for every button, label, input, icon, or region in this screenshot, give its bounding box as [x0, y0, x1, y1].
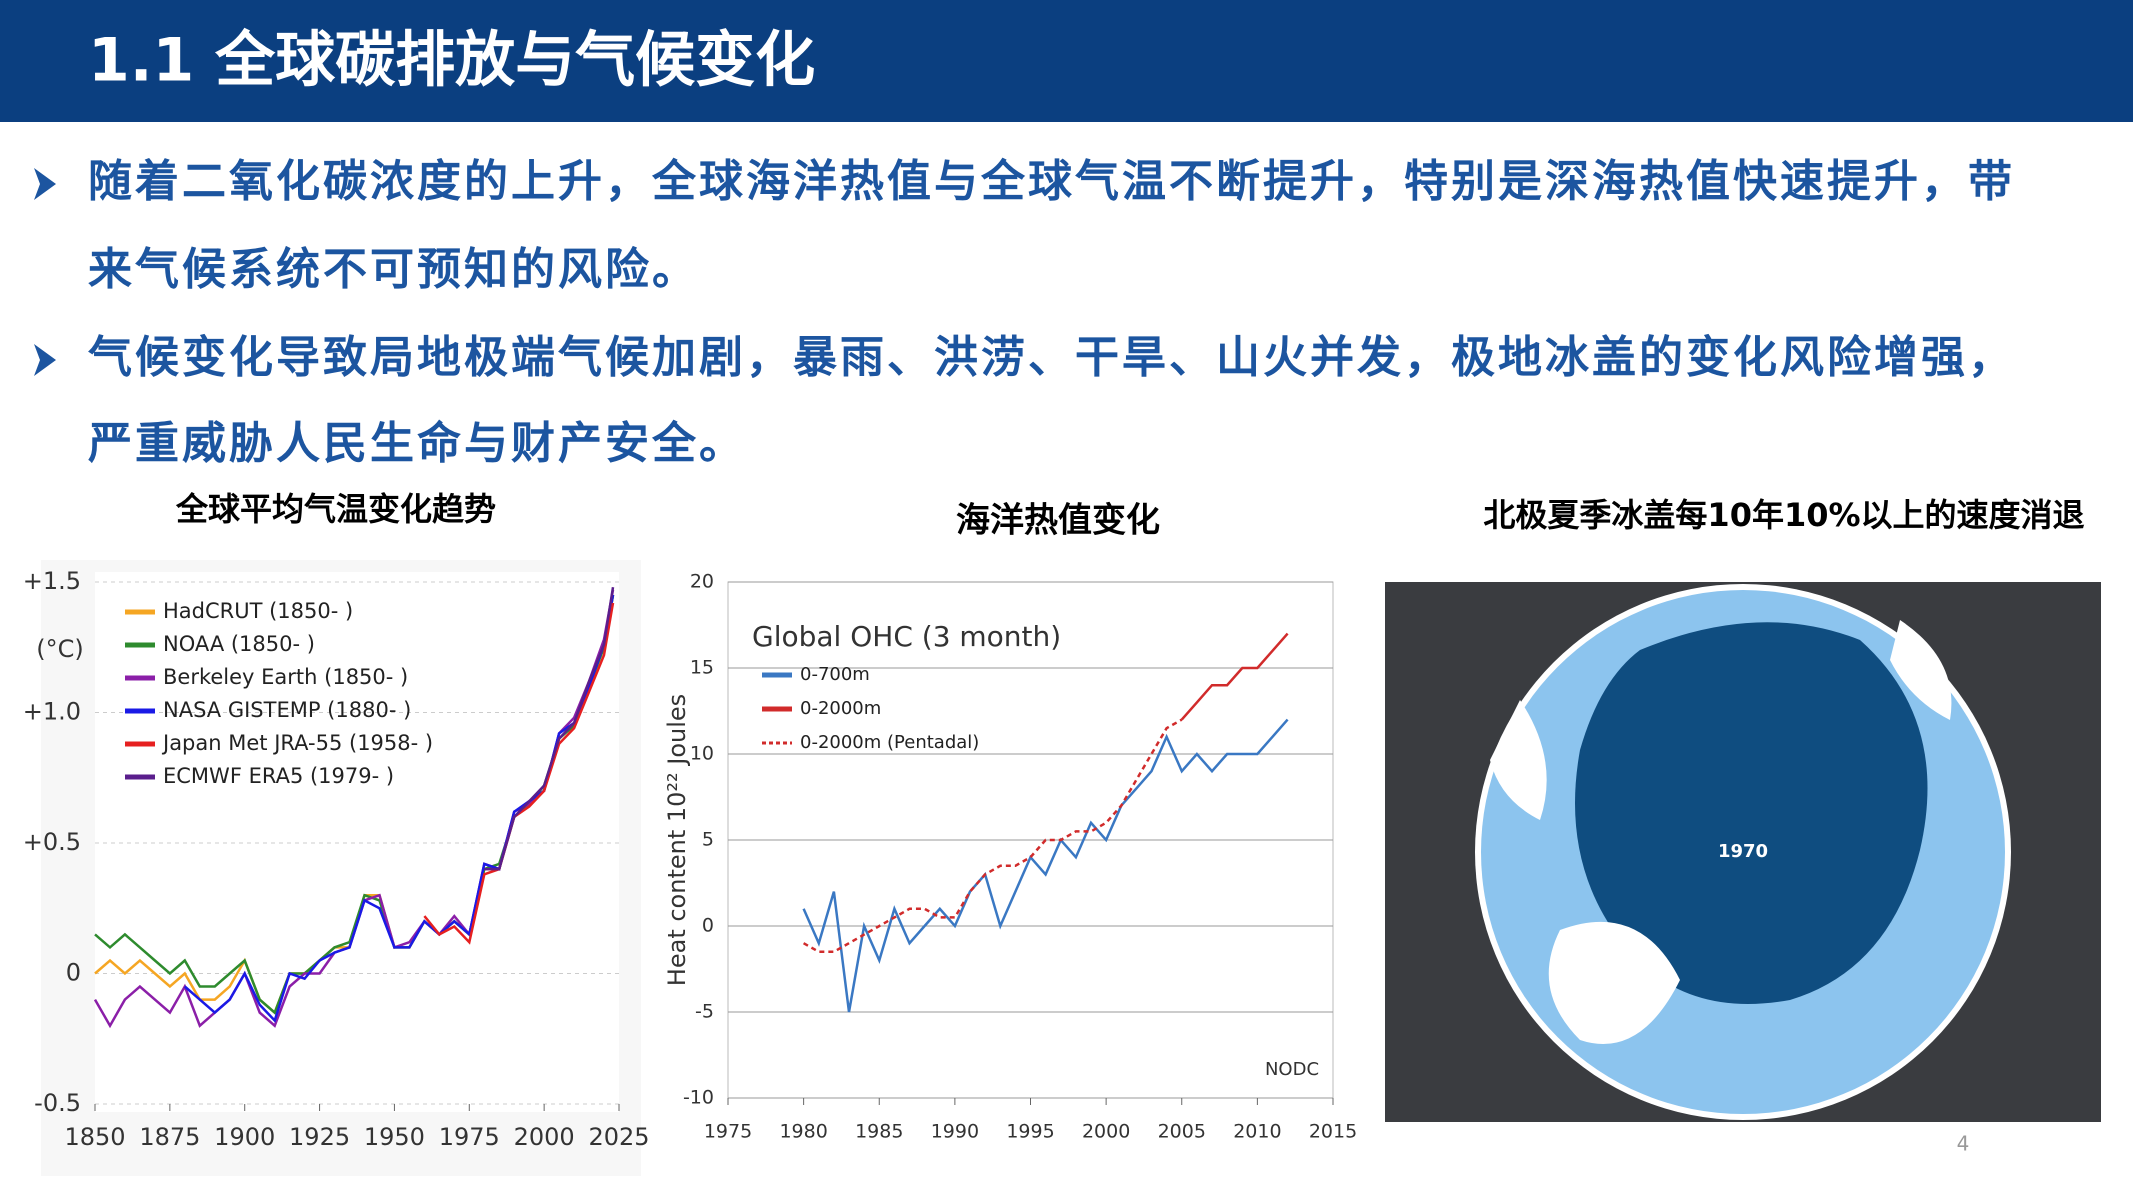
legend-label: Japan Met JRA-55 (1958- ): [161, 731, 433, 755]
legend-label: HadCRUT (1850- ): [163, 599, 353, 623]
plot-area: [95, 572, 619, 1112]
y-tick-label: +1.0: [23, 698, 81, 726]
legend-label: 0-2000m: [800, 698, 881, 719]
bullet-text: 随着二氧化碳浓度的上升，全球海洋热值与全球气温不断提升，特别是深海热值快速提升，…: [88, 156, 2015, 207]
x-tick-label: 2000: [514, 1123, 575, 1151]
map-land: [1490, 620, 1952, 1044]
y-tick-label: +1.5: [23, 567, 81, 595]
header-bar: [0, 0, 2133, 122]
y-tick-label: 0: [702, 915, 714, 937]
y-axis-label: Heat content 10²² Joules: [663, 694, 691, 986]
bullet-arrow: [34, 168, 56, 200]
series-line: [423, 602, 615, 945]
series-line: [1180, 632, 1289, 721]
x-tick-label: 1900: [214, 1123, 275, 1151]
x-tick-label: 2000: [1082, 1121, 1130, 1143]
legend-label: NOAA (1850- ): [163, 632, 315, 656]
legend-label: Berkeley Earth (1850- ): [163, 665, 408, 689]
legend-label: ECMWF ERA5 (1979- ): [163, 764, 394, 788]
note: NODC: [1265, 1059, 1319, 1080]
chart-title: 海洋热值变化: [956, 501, 1160, 541]
bullet-arrow: [34, 344, 56, 376]
legend-label: 0-700m: [800, 664, 870, 685]
y-tick-label: 0: [66, 959, 81, 987]
y-tick-label: -5: [695, 1001, 714, 1023]
series-line: [484, 587, 615, 871]
bullet-text: 气候变化导致局地极端气候加剧，暴雨、洪涝、干旱、山火并发，极地冰盖的变化风险增强…: [88, 332, 2015, 383]
chart-title: 全球平均气温变化趋势: [175, 490, 496, 528]
y-tick-label: +0.5: [23, 828, 81, 856]
series-line: [802, 718, 1289, 1013]
y-axis-label: (°C): [36, 635, 83, 663]
x-tick-label: 2015: [1309, 1121, 1357, 1143]
x-tick-label: 2025: [588, 1123, 649, 1151]
map-title: 北极夏季冰盖每10年10%以上的速度消退: [1483, 496, 2084, 534]
x-tick-label: 1980: [779, 1121, 827, 1143]
y-tick-label: -10: [683, 1087, 714, 1109]
y-tick-label: 10: [690, 743, 714, 765]
x-tick-label: 1950: [364, 1123, 425, 1151]
legend-label: NASA GISTEMP (1880- ): [163, 698, 411, 722]
legend-label: 0-2000m (Pentadal): [800, 732, 979, 753]
x-tick-label: 1975: [704, 1121, 752, 1143]
x-tick-label: 1850: [64, 1123, 125, 1151]
x-tick-label: 1875: [139, 1123, 200, 1151]
y-tick-label: 15: [690, 657, 714, 679]
x-tick-label: 1995: [1006, 1121, 1054, 1143]
x-tick-label: 1925: [289, 1123, 350, 1151]
ice-extent: [1575, 622, 1928, 1004]
slide-title: 1.1 全球碳排放与气候变化: [88, 26, 815, 96]
x-tick-label: 2005: [1158, 1121, 1206, 1143]
page-number: 4: [1957, 1132, 1970, 1156]
x-tick-label: 1975: [439, 1123, 500, 1151]
bullet-text: 来气候系统不可预知的风险。: [88, 244, 699, 295]
inner-title: Global OHC (3 month): [752, 620, 1061, 653]
series-line: [802, 718, 1183, 954]
bullet-text: 严重威胁人民生命与财产安全。: [88, 418, 746, 469]
map-label: 1970: [1718, 841, 1768, 862]
y-tick-label: -0.5: [34, 1089, 81, 1117]
y-tick-label: 20: [690, 571, 714, 593]
x-tick-label: 1985: [855, 1121, 903, 1143]
x-tick-label: 1990: [931, 1121, 979, 1143]
x-tick-label: 2010: [1233, 1121, 1281, 1143]
y-tick-label: 5: [702, 829, 714, 851]
